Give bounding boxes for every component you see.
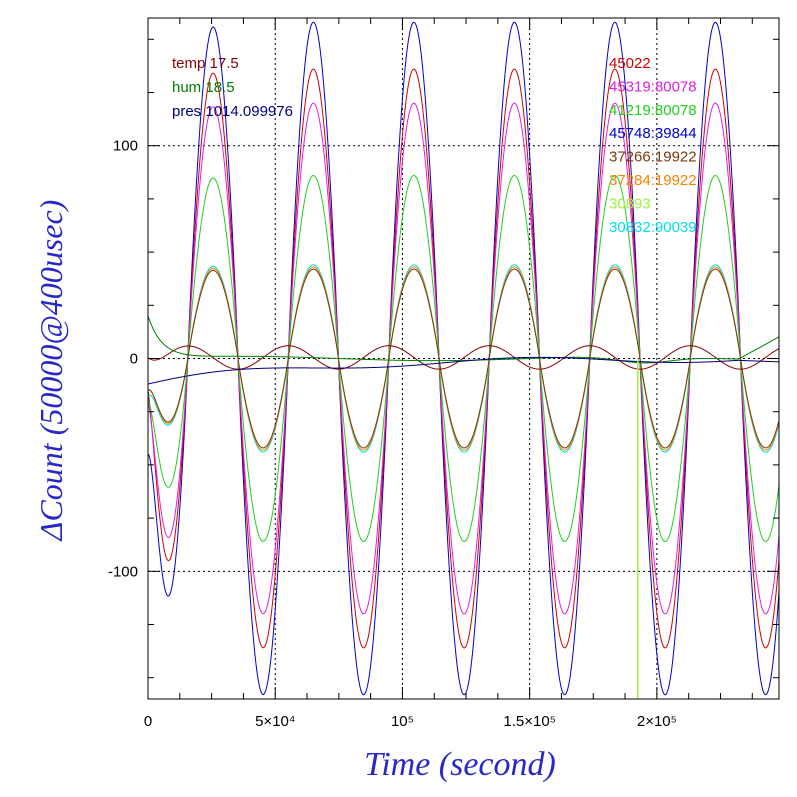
series-line bbox=[148, 68, 779, 649]
x-tick-label: 1.5×10⁵ bbox=[503, 713, 556, 730]
series-line bbox=[148, 174, 779, 543]
y-tick-label: 0 bbox=[130, 351, 138, 368]
series-line bbox=[148, 21, 779, 696]
tick-labels: 0 5×10⁴ 10⁵ 1.5×10⁵ 2×10⁵ -100 0 100 bbox=[108, 138, 677, 730]
y-tick-label: -100 bbox=[108, 563, 138, 580]
legend-entry: 41219:80078 bbox=[609, 102, 697, 119]
y-axis-label: ΔCount (50000@400usec) bbox=[33, 200, 69, 543]
env-series-line bbox=[148, 356, 779, 385]
legend-entry: 37284:19922 bbox=[609, 172, 697, 189]
legend-entry: 45022 bbox=[609, 55, 651, 72]
x-tick-label: 5×10⁴ bbox=[255, 713, 295, 730]
legend-entry: pres 1014.099976 bbox=[172, 103, 293, 120]
legend-entry: temp 17.5 bbox=[172, 55, 239, 72]
legend-entry: 30893 bbox=[609, 195, 651, 212]
env-series-line bbox=[148, 345, 779, 370]
series-line bbox=[148, 264, 779, 453]
env-series-line bbox=[148, 315, 779, 364]
legend: temp 17.5 hum 18.5 pres 1014.099976 45022 45… bbox=[172, 55, 697, 236]
x-tick-label: 0 bbox=[144, 713, 152, 730]
series-line bbox=[148, 102, 779, 615]
tick-marks bbox=[147, 18, 779, 699]
legend-entry: 30832:90039 bbox=[609, 219, 697, 236]
y-tick-label: 100 bbox=[113, 138, 138, 155]
series-line bbox=[148, 266, 779, 451]
legend-entry: hum 18.5 bbox=[172, 79, 235, 96]
x-tick-label: 2×10⁵ bbox=[637, 713, 677, 730]
x-tick-label: 10⁵ bbox=[391, 713, 414, 730]
series-line bbox=[148, 268, 779, 449]
legend-entry: 37266:19922 bbox=[609, 149, 697, 166]
series-layer bbox=[148, 21, 779, 699]
legend-entry: 45319:80078 bbox=[609, 78, 697, 95]
x-axis-label: Time (second) bbox=[364, 746, 556, 783]
legend-entry: 45748:39844 bbox=[609, 125, 697, 142]
